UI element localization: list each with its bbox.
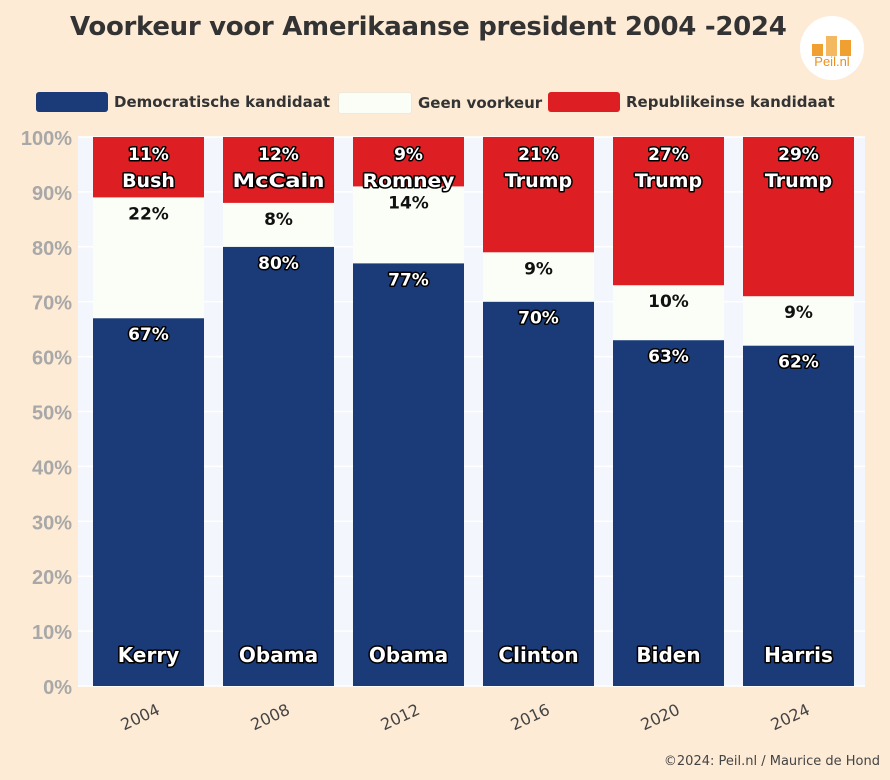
value-label-republican-2020: 27% [648,145,689,165]
bar-2004-no-preference [93,197,204,319]
value-label-republican-2024: 29% [778,145,819,165]
value-label-democratic-2016: 70% [518,309,559,329]
y-tick-label-1: 10% [32,622,72,644]
bar-2020-republican [613,137,724,286]
y-tick-label-10: 100% [21,128,72,150]
bar-2020-democratic [613,340,724,686]
legend-item-republican: Republikeinse kandidaat [548,92,835,112]
bar-2008-democratic [223,246,334,687]
candidate-label-democratic-2024: Harris [764,643,833,667]
legend-swatch-democratic [36,92,108,112]
chart-title: Voorkeur voor Amerikaanse president 2004… [70,12,787,42]
value-label-republican-2012: 9% [394,145,423,165]
value-label-republican-2016: 21% [518,145,559,165]
bar-2024-no-preference [743,296,854,346]
value-label-democratic-2012: 77% [388,270,429,290]
candidate-label-democratic-2008: Obama [239,643,318,667]
candidate-label-republican-2004: Bush [122,170,175,192]
value-label-democratic-2008: 80% [258,254,299,274]
value-label-democratic-2004: 67% [128,325,169,345]
y-tick-label-6: 60% [32,348,72,370]
y-tick-label-9: 90% [32,183,72,205]
y-tick-label-7: 70% [32,293,72,315]
bar-2012-republican [353,137,464,187]
bar-2004-republican [93,137,204,198]
x-tick-label-2016: 2016 [508,700,553,734]
value-label-republican-2008: 12% [258,145,299,165]
x-tick-label-2008: 2008 [248,700,293,734]
y-tick-label-4: 40% [32,457,72,479]
x-tick-label-2020: 2020 [638,700,683,734]
bar-2008-no-preference [223,202,334,247]
bar-2024-democratic [743,345,854,686]
candidate-label-republican-2016: Trump [505,170,572,192]
bar-2016-republican [483,137,594,253]
value-label-no-preference-2008: 8% [264,210,293,230]
bar-2024-republican [743,137,854,297]
legend-label-republican: Republikeinse kandidaat [626,93,835,111]
value-label-no-preference-2020: 10% [648,292,689,312]
candidate-label-democratic-2004: Kerry [118,643,179,667]
bar-2016-no-preference [483,252,594,302]
value-label-no-preference-2024: 9% [784,303,813,323]
legend-item-no-preference: Geen voorkeur [338,92,542,114]
candidate-label-republican-2020: Trump [635,170,702,192]
candidate-label-democratic-2016: Clinton [498,643,578,667]
value-label-no-preference-2016: 9% [524,259,553,279]
legend-swatch-no-preference [338,92,412,114]
legend-item-democratic: Democratische kandidaat [36,92,330,112]
candidate-label-republican-2008: McCain [233,170,325,192]
value-label-democratic-2020: 63% [648,347,689,367]
peil-logo: Peil.nl [800,16,864,80]
candidate-label-democratic-2012: Obama [369,643,448,667]
bar-2012-democratic [353,263,464,686]
x-tick-label-2012: 2012 [378,700,423,734]
value-label-democratic-2024: 62% [778,353,819,373]
bar-2020-no-preference [613,285,724,341]
value-label-no-preference-2004: 22% [128,204,169,224]
legend-label-democratic: Democratische kandidaat [114,93,330,111]
x-tick-label-2004: 2004 [118,700,163,734]
y-tick-label-3: 30% [32,512,72,534]
y-tick-label-8: 80% [32,238,72,260]
x-tick-label-2024: 2024 [768,700,813,734]
candidate-label-republican-2024: Trump [765,170,832,192]
bar-2016-democratic [483,301,594,686]
value-label-no-preference-2012: 14% [388,193,429,213]
copyright-footer: ©2024: Peil.nl / Maurice de Hond [663,754,880,769]
bar-2004-democratic [93,318,204,686]
y-tick-label-0: 0% [43,677,72,699]
value-label-republican-2004: 11% [128,145,169,165]
y-tick-label-5: 50% [32,403,72,425]
legend-label-no-preference: Geen voorkeur [418,94,543,112]
candidate-label-democratic-2020: Biden [636,643,700,667]
bar-2008-republican [223,137,334,203]
logo-text: Peil.nl [814,54,850,69]
bar-2012-no-preference [353,186,464,264]
candidate-label-republican-2012: Romney [363,170,456,192]
legend-swatch-republican [548,92,620,112]
y-tick-label-2: 20% [32,567,72,589]
